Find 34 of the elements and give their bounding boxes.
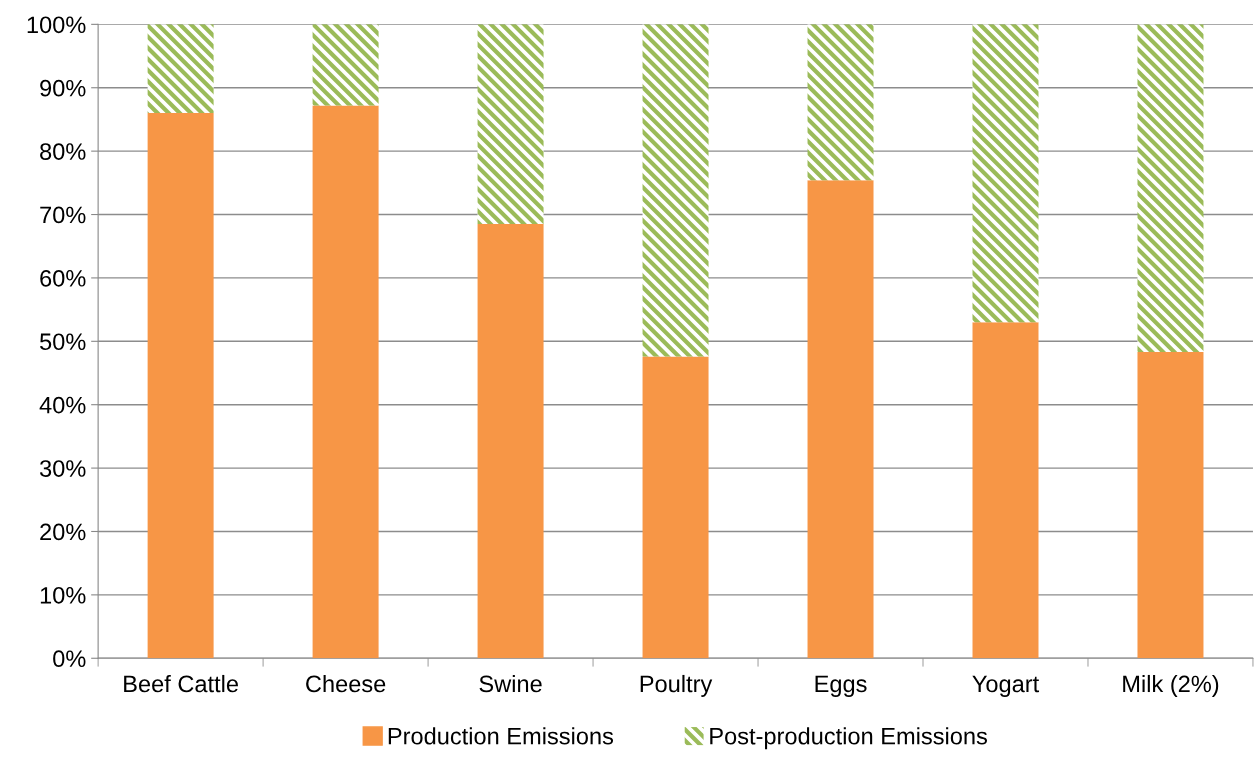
bar bbox=[312, 105, 379, 659]
bar bbox=[147, 24, 214, 114]
bar bbox=[972, 322, 1039, 659]
y-tick-label: 100% bbox=[27, 16, 86, 34]
bar bbox=[312, 24, 379, 106]
y-tick-label: 0% bbox=[53, 650, 86, 668]
x-tick-label: Eggs bbox=[815, 675, 867, 697]
x-tick-label: Cheese bbox=[306, 674, 386, 693]
bar bbox=[1137, 24, 1204, 353]
legend-label: Production Emissions bbox=[388, 727, 614, 745]
y-tick-label: 70% bbox=[40, 206, 86, 224]
bar bbox=[1137, 352, 1204, 659]
bar bbox=[477, 224, 544, 659]
x-tick-label: Poultry bbox=[640, 674, 713, 697]
y-tick-label: 20% bbox=[40, 523, 86, 541]
x-tick-label: Beef Cattle bbox=[124, 674, 238, 693]
x-tick-label: Milk (2%) bbox=[1123, 674, 1219, 697]
bar bbox=[807, 180, 874, 659]
bar bbox=[642, 356, 709, 659]
y-tick-label: 10% bbox=[40, 586, 86, 604]
bar bbox=[807, 24, 874, 181]
y-tick-label: 30% bbox=[39, 460, 86, 477]
bar bbox=[477, 24, 544, 225]
y-tick-label: 60% bbox=[40, 269, 86, 287]
x-tick-label: Swine bbox=[479, 674, 542, 693]
bar bbox=[642, 24, 709, 357]
y-tick-label: 50% bbox=[40, 333, 86, 351]
x-tick-label: Yogart bbox=[972, 675, 1040, 697]
legend-label: Post-production Emissions bbox=[710, 727, 987, 750]
y-tick-label: 80% bbox=[40, 143, 86, 160]
bar bbox=[147, 113, 214, 659]
y-tick-label: 40% bbox=[39, 396, 86, 414]
bar bbox=[972, 24, 1039, 323]
y-tick-label: 90% bbox=[40, 79, 86, 97]
